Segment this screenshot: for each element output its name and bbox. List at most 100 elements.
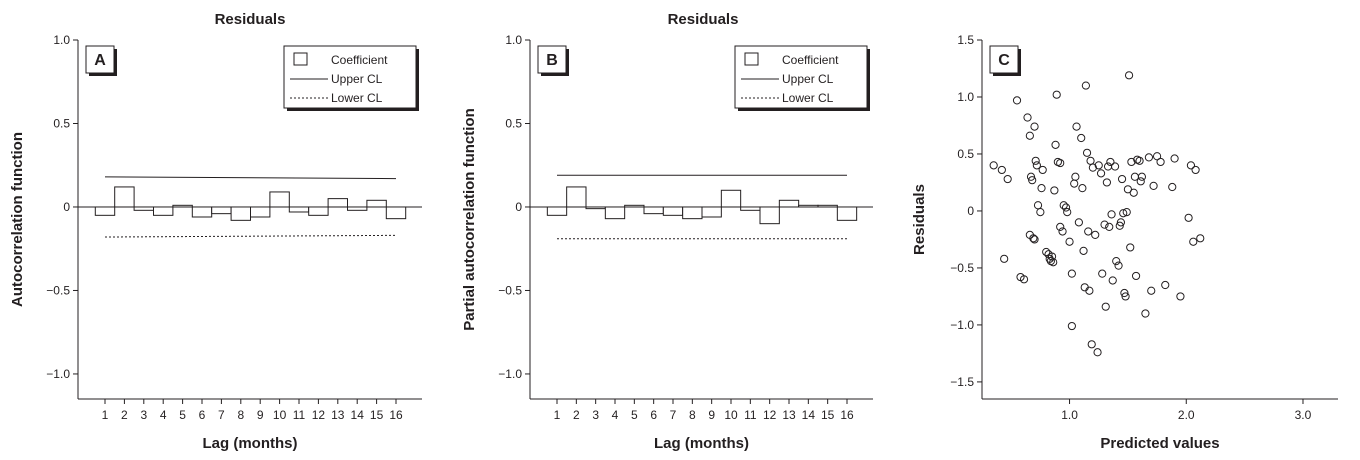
scatter-point — [1176, 292, 1185, 301]
y-axis-label: Partial autocorrelation function — [461, 108, 478, 331]
x-tick-label: 2 — [573, 408, 580, 422]
scatter-point — [1029, 234, 1038, 243]
legend-label: Coefficient — [782, 53, 839, 67]
scatter-point — [1030, 122, 1039, 131]
scatter-point — [1051, 140, 1060, 149]
y-tick-label: 1.0 — [53, 33, 70, 47]
y-tick-label: 1.0 — [505, 33, 522, 47]
bar-lag-15 — [366, 199, 387, 208]
bar-lag-9 — [250, 206, 271, 218]
scatter-point — [997, 165, 1006, 175]
scatter-point — [1065, 237, 1074, 246]
panel-letter-box — [989, 45, 1019, 74]
scatter-point — [1120, 288, 1129, 298]
scatter-point — [1141, 309, 1150, 318]
y-tick-label: 0.5 — [505, 116, 522, 130]
scatter-point — [1056, 222, 1065, 232]
upper-cl-line — [104, 176, 397, 180]
scatter-point — [1056, 158, 1065, 168]
chart-title: Residuals — [668, 11, 739, 28]
scatter-point — [989, 161, 998, 170]
bar-lag-6 — [191, 206, 213, 218]
y-tick-label: −0.5 — [950, 261, 974, 275]
bar-lag-2 — [566, 186, 587, 208]
y-axis-label: Autocorrelation function — [9, 132, 26, 307]
bar-lag-10 — [720, 189, 742, 208]
legend-label: Upper CL — [782, 72, 834, 86]
scatter-point — [1110, 162, 1120, 171]
bar-lag-7 — [662, 206, 684, 216]
scatter-point — [1036, 207, 1045, 217]
x-tick-label: 13 — [331, 408, 345, 422]
scatter-point — [1058, 227, 1067, 236]
scatter-point — [1094, 161, 1103, 170]
scatter-point — [1137, 172, 1147, 181]
x-tick-label: 10 — [273, 408, 287, 422]
panel-letter-box — [537, 45, 567, 74]
bar-lag-7 — [211, 206, 232, 215]
scatter-point — [1108, 276, 1117, 285]
scatter-point — [1067, 321, 1076, 331]
x-axis-label: Lag (months) — [203, 435, 298, 452]
scatter-point — [1105, 222, 1114, 232]
scatter-point — [1119, 209, 1128, 218]
scatter-point — [1136, 177, 1145, 186]
x-tick-label: 3.0 — [1295, 408, 1312, 422]
scatter-point — [1144, 153, 1154, 162]
scatter-point — [1082, 148, 1092, 157]
scatter-point — [1170, 154, 1179, 163]
scatter-point — [1084, 227, 1093, 236]
x-tick-label: 1.0 — [1061, 408, 1078, 422]
legend-coefficient-swatch — [293, 52, 308, 66]
bar-lag-11 — [288, 206, 310, 213]
bar-lag-13 — [327, 198, 349, 208]
legend-label: Lower CL — [782, 91, 834, 105]
scatter-point — [1117, 174, 1127, 184]
x-tick-label: 7 — [670, 408, 677, 422]
scatter-point — [1037, 184, 1046, 193]
scatter-point — [1028, 176, 1037, 185]
x-tick-label: 5 — [631, 408, 638, 422]
scatter-point — [1135, 156, 1144, 165]
x-tick-label: 11 — [293, 408, 306, 422]
legend-coefficient-swatch — [744, 52, 759, 66]
bar-lag-11 — [740, 206, 761, 211]
x-tick-label: 3 — [592, 408, 599, 422]
x-tick-label: 14 — [351, 408, 365, 422]
scatter-point — [1101, 302, 1110, 311]
y-tick-label: 0.5 — [957, 147, 974, 161]
y-tick-label: −1.0 — [46, 367, 70, 381]
scatter-point — [1032, 161, 1041, 170]
lower-cl-line — [104, 234, 397, 238]
scatter-point — [1106, 157, 1115, 167]
panel-letter-box — [85, 45, 115, 74]
bar-lag-10 — [269, 191, 290, 208]
x-tick-label: 16 — [389, 408, 403, 422]
scatter-point — [1003, 174, 1012, 184]
scatter-point — [1052, 90, 1061, 99]
scatter-point — [1147, 286, 1156, 295]
scatter-point — [1074, 218, 1083, 227]
bar-lag-2 — [114, 186, 135, 208]
x-tick-label: 9 — [708, 408, 715, 422]
legend-label: Coefficient — [331, 53, 388, 67]
scatter-point — [1030, 235, 1039, 244]
x-tick-label: 2.0 — [1178, 408, 1195, 422]
scatter-point — [1184, 213, 1193, 222]
y-tick-label: −0.5 — [46, 283, 70, 297]
scatter-point — [1078, 184, 1087, 193]
scatter-point — [1023, 113, 1032, 122]
y-tick-label: 1.0 — [957, 90, 974, 104]
chart-title: Residuals — [215, 11, 286, 28]
scatter-point — [1049, 258, 1058, 267]
y-tick-label: 0.5 — [53, 116, 70, 130]
panel-letter: C — [998, 52, 1010, 69]
scatter-point — [1038, 165, 1047, 175]
scatter-point — [1122, 207, 1131, 217]
scatter-point — [1059, 201, 1068, 210]
scatter-point — [1077, 133, 1086, 143]
scatter-point — [1189, 237, 1198, 246]
scatter-point — [1096, 169, 1106, 178]
scatter-point — [1093, 348, 1102, 357]
x-tick-label: 2 — [121, 408, 128, 422]
